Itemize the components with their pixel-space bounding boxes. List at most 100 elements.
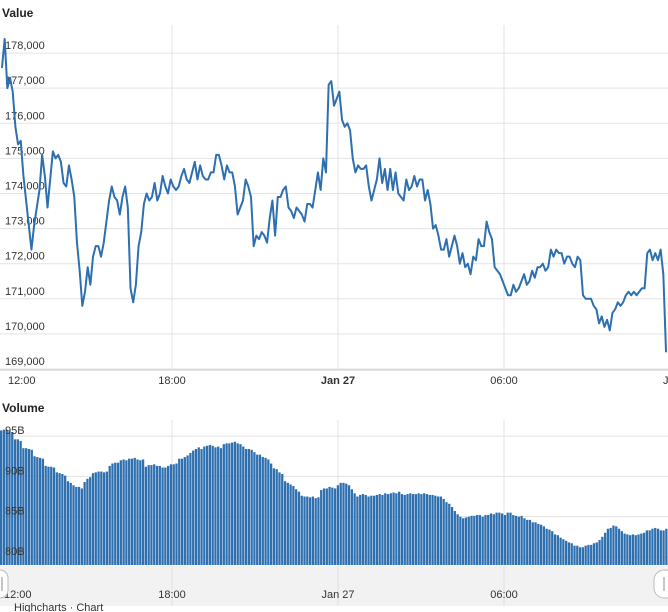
volume-bar	[336, 485, 340, 565]
volume-bar	[155, 465, 159, 565]
volume-bar	[576, 545, 579, 565]
value-x-tick-label: 18:00	[158, 375, 186, 387]
volume-bar	[573, 545, 576, 565]
volume-bar	[47, 466, 50, 565]
volume-bar	[531, 522, 534, 565]
volume-bar	[108, 465, 111, 565]
volume-bar	[612, 525, 615, 565]
volume-bar	[69, 482, 72, 565]
volume-bar	[590, 544, 593, 565]
volume-bar	[289, 484, 292, 565]
volume-bar	[275, 469, 278, 565]
volume-bar	[417, 493, 420, 565]
volume-bar	[662, 530, 665, 565]
value-y-tick-label: 172,000	[5, 251, 45, 263]
volume-bar	[526, 519, 529, 565]
volume-bar	[22, 448, 25, 565]
value-y-tick-label: 170,000	[5, 321, 45, 333]
volume-bar	[194, 449, 198, 565]
volume-bar	[656, 528, 660, 565]
volume-bar	[620, 531, 623, 565]
volume-bar	[345, 483, 348, 565]
volume-bar	[58, 473, 61, 565]
volume-bar	[233, 441, 237, 565]
volume-bar	[475, 515, 479, 565]
volume-bar	[27, 449, 31, 565]
volume-bar	[64, 475, 67, 565]
volume-bar	[94, 472, 97, 565]
volume-bar	[361, 494, 365, 565]
volume-bar	[595, 542, 598, 565]
volume-bar	[36, 457, 39, 565]
value-series-line	[1, 38, 667, 353]
volume-bar	[587, 544, 590, 565]
value-y-tick-labels: 178,000177,000176,000175,000174,000173,0…	[5, 40, 45, 368]
volume-bar	[38, 457, 42, 565]
volume-bar	[242, 446, 245, 565]
volume-bar	[139, 460, 142, 565]
volume-bar	[512, 515, 515, 565]
volume-bar	[592, 543, 596, 565]
volume-bar	[100, 471, 103, 565]
navigator-x-tick-label: 06:00	[490, 589, 518, 601]
volume-pane: Volume 95B 90B 85B 80B	[0, 401, 668, 565]
volume-bar	[205, 445, 209, 565]
volume-bar	[353, 493, 356, 565]
volume-bar	[484, 515, 487, 565]
value-y-tick-label: 169,000	[5, 356, 45, 368]
volume-bar	[25, 448, 28, 565]
volume-bar	[247, 449, 250, 565]
volume-bar	[503, 515, 507, 565]
volume-bar	[453, 511, 456, 565]
volume-bar	[629, 535, 632, 565]
volume-bar	[158, 465, 161, 565]
volume-bar	[414, 494, 417, 565]
volume-bar	[642, 532, 646, 565]
volume-bar	[164, 467, 167, 565]
navigator-x-tick-label: 12:00	[4, 589, 32, 601]
volume-bar	[75, 486, 78, 565]
value-y-tick-label: 177,000	[5, 75, 45, 87]
volume-bar	[372, 495, 376, 565]
value-pane: Value 178,000177,000176,000175,000174,00…	[0, 6, 668, 387]
volume-bar	[297, 491, 301, 565]
navigator-left-handle[interactable]	[0, 569, 9, 599]
volume-bar	[395, 493, 398, 565]
volume-bar	[286, 482, 289, 565]
volume-bar	[431, 494, 434, 565]
volume-bar	[448, 503, 451, 565]
volume-bar	[83, 482, 86, 565]
volume-bar	[261, 457, 264, 565]
volume-bar	[381, 494, 384, 565]
volume-bar	[80, 488, 83, 565]
volume-bar	[606, 528, 610, 565]
volume-bar	[581, 547, 584, 565]
navigator-right-handle[interactable]	[653, 569, 668, 599]
volume-bar	[542, 526, 546, 565]
volume-bar	[601, 536, 604, 565]
volume-bar	[334, 488, 337, 565]
volume-bar	[219, 448, 223, 565]
value-x-tick-label: J	[663, 375, 668, 387]
volume-bar	[250, 449, 253, 565]
volume-bar	[150, 465, 153, 565]
navigator-x-tick-label: 18:00	[158, 589, 186, 601]
volume-bar	[570, 543, 573, 565]
volume-bar	[603, 532, 607, 565]
volume-bar	[328, 486, 331, 565]
volume-bar	[473, 515, 476, 565]
volume-bar	[167, 465, 170, 565]
volume-bar	[501, 513, 504, 565]
volume-bar	[30, 449, 33, 565]
volume-bar	[258, 454, 262, 565]
volume-bar	[434, 495, 437, 565]
volume-bar	[462, 518, 465, 565]
volume-bar	[317, 497, 320, 565]
volume-bar	[634, 535, 637, 565]
navigator[interactable]: 12:00 18:00 Jan 27 06:00 Highcharts · Chart	[0, 566, 668, 612]
volume-bar	[44, 465, 47, 565]
volume-bar	[384, 493, 387, 565]
volume-bar	[169, 464, 173, 565]
volume-bars	[0, 429, 668, 565]
